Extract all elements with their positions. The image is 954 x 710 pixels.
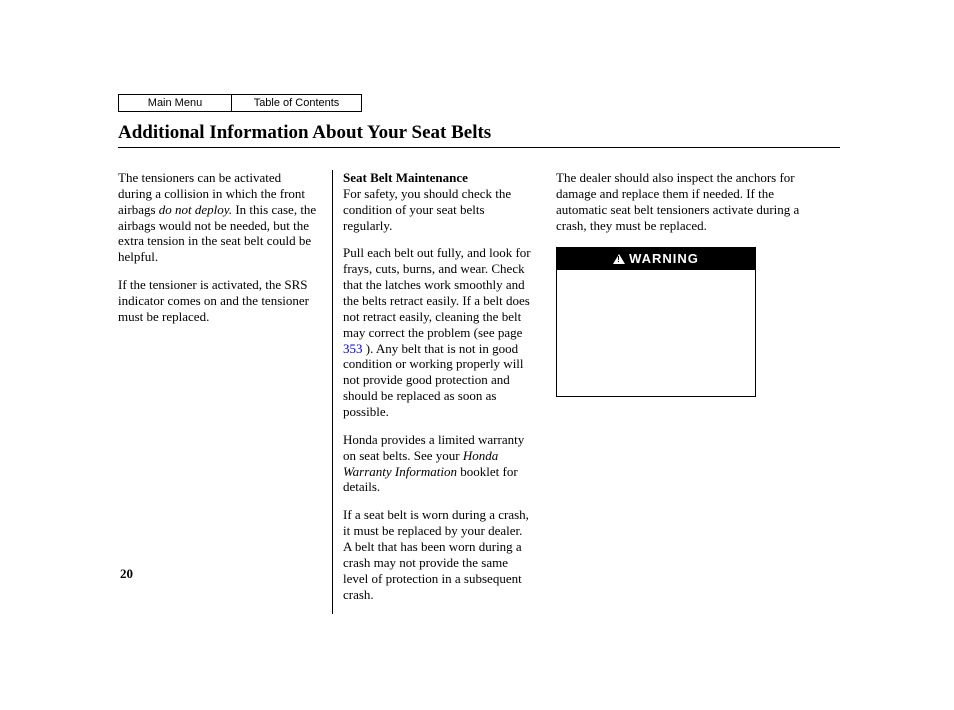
content-columns: The tensioners can be activated during a… [118, 170, 840, 614]
col2-paragraph-1: Seat Belt Maintenance For safety, you sh… [343, 170, 532, 233]
warning-triangle-icon [613, 254, 625, 264]
text: For safety, you should check the conditi… [343, 186, 511, 233]
warning-header: WARNING [557, 248, 755, 270]
title-rule [118, 147, 840, 148]
seat-belt-maintenance-subhead: Seat Belt Maintenance [343, 170, 468, 185]
column-2: Seat Belt Maintenance For safety, you sh… [332, 170, 546, 614]
text: Pull each belt out fully, and look for f… [343, 245, 531, 339]
table-of-contents-button[interactable]: Table of Contents [232, 94, 362, 112]
text: ). Any belt that is not in good conditio… [343, 341, 524, 419]
main-menu-button[interactable]: Main Menu [118, 94, 232, 112]
column-3: The dealer should also inspect the ancho… [546, 170, 826, 614]
col2-paragraph-4: If a seat belt is worn during a crash, i… [343, 507, 532, 602]
warning-box: WARNING [556, 247, 756, 397]
col2-paragraph-3: Honda provides a limited warranty on sea… [343, 432, 532, 495]
column-1: The tensioners can be activated during a… [118, 170, 332, 614]
page-title: Additional Information About Your Seat B… [118, 122, 491, 144]
col1-paragraph-1: The tensioners can be activated during a… [118, 170, 318, 265]
nav-button-row: Main Menu Table of Contents [118, 94, 362, 112]
col3-paragraph-1: The dealer should also inspect the ancho… [556, 170, 826, 233]
warning-label: WARNING [629, 251, 699, 267]
page-number: 20 [120, 566, 133, 582]
warning-body [557, 270, 755, 396]
italic-text: do not deploy. [159, 202, 232, 217]
col2-paragraph-2: Pull each belt out fully, and look for f… [343, 245, 532, 419]
page-reference-link[interactable]: 353 [343, 341, 363, 356]
col1-paragraph-2: If the tensioner is activated, the SRS i… [118, 277, 318, 325]
